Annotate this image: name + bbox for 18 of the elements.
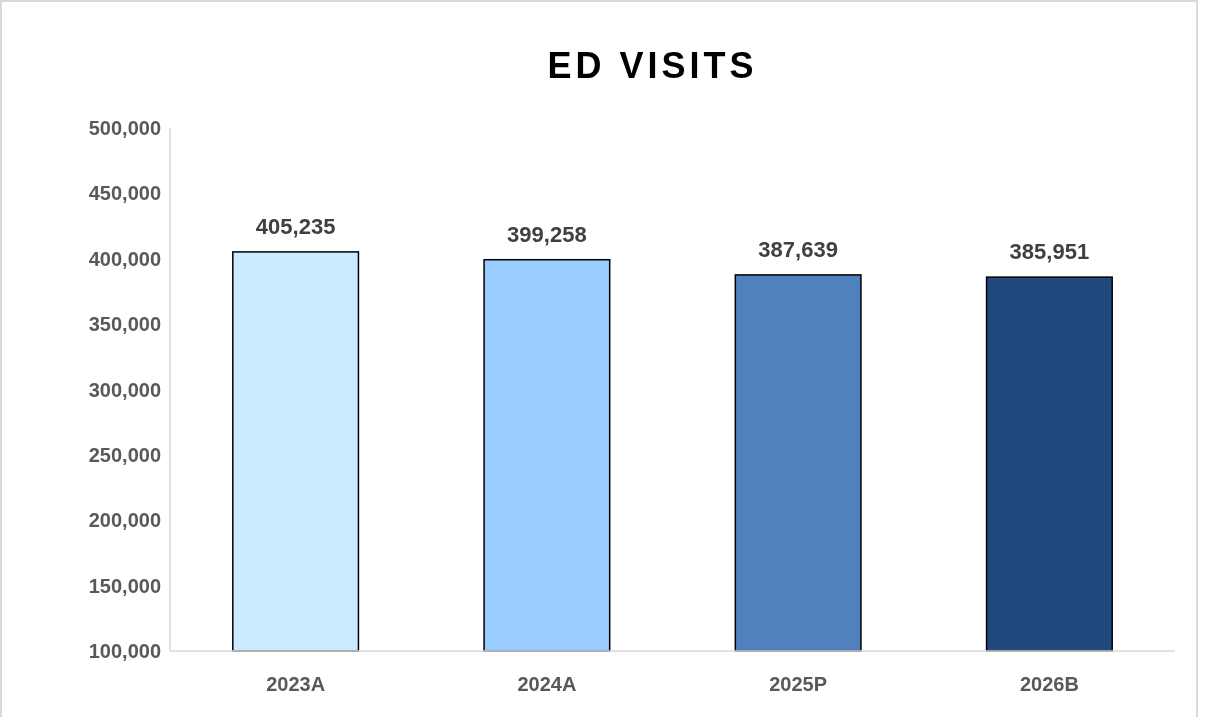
data-label: 399,258 [507,221,587,247]
y-tick-label: 250,000 [88,443,161,466]
data-label: 405,235 [255,213,336,239]
x-tick-label: 2023A [266,673,326,695]
chart-title: ED VISITS [547,45,758,86]
y-tick-label: 400,000 [88,247,161,270]
y-tick-label: 350,000 [88,313,161,336]
y-tick-label: 500,000 [88,117,161,139]
data-label: 385,951 [1009,239,1090,265]
x-tick-label: 2025P [769,673,828,695]
y-tick-label: 450,000 [88,182,161,205]
x-tick-label: 2024A [517,673,577,695]
y-tick-label: 200,000 [88,509,161,532]
y-tick-label: 300,000 [88,378,161,401]
data-label: 387,639 [758,236,838,262]
y-tick-label: 150,000 [88,574,161,597]
y-tick-label: 100,000 [88,640,161,662]
x-tick-label: 2026B [1019,673,1079,695]
